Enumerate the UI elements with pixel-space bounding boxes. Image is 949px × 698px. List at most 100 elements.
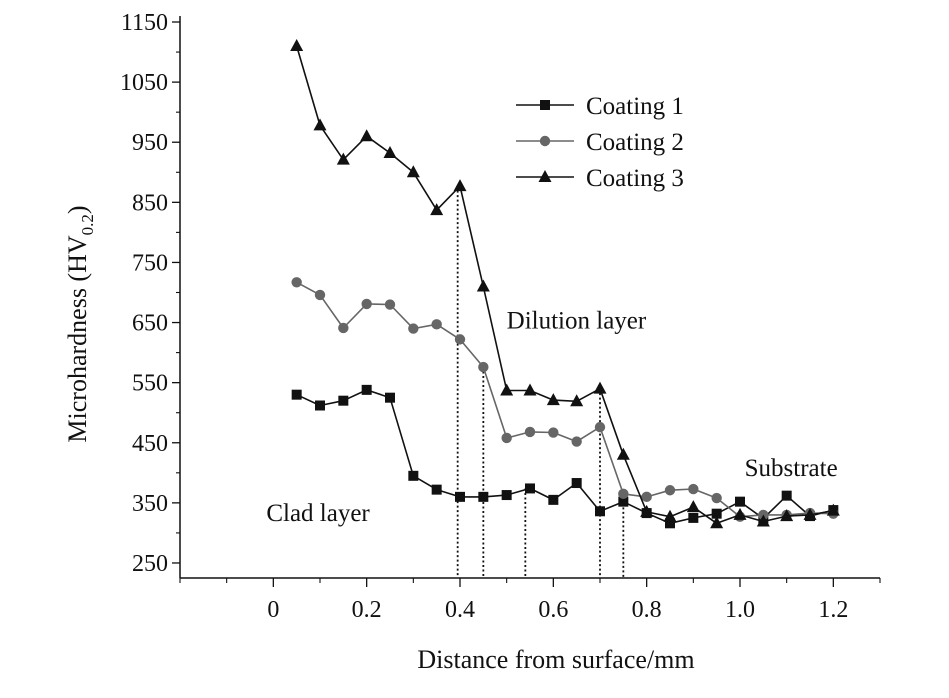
data-point xyxy=(478,491,489,502)
data-point xyxy=(430,203,444,216)
data-point xyxy=(593,381,607,394)
data-point xyxy=(688,512,699,523)
series-line xyxy=(295,45,834,525)
data-point xyxy=(546,393,560,406)
data-point xyxy=(361,298,372,310)
data-point xyxy=(336,152,350,165)
data-point xyxy=(315,400,325,411)
data-point xyxy=(476,279,490,292)
legend-item: Coating 2 xyxy=(516,129,684,156)
data-point xyxy=(384,299,396,310)
x-tick-label: 0.6 xyxy=(538,597,568,623)
data-point xyxy=(664,485,676,496)
annotation-label: Dilution layer xyxy=(507,308,647,335)
data-point xyxy=(618,496,629,507)
annotation-label: Substrate xyxy=(745,455,838,482)
data-point xyxy=(641,491,652,503)
data-point xyxy=(385,392,395,403)
x-tick-label: 0.4 xyxy=(445,597,475,623)
y-tick-label: 250 xyxy=(132,551,168,577)
data-point xyxy=(663,509,677,522)
data-point xyxy=(290,39,304,52)
data-point xyxy=(383,146,397,159)
data-point xyxy=(711,492,722,504)
data-point xyxy=(826,503,840,516)
data-point xyxy=(314,289,326,301)
x-tick-label: 0 xyxy=(267,597,279,623)
data-point xyxy=(478,361,489,373)
y-tick-label: 450 xyxy=(132,431,168,457)
y-axis-title-sub: 0.2 xyxy=(78,214,97,235)
data-point xyxy=(571,478,582,489)
data-point xyxy=(360,129,374,142)
data-point xyxy=(595,506,605,517)
y-tick-label: 750 xyxy=(132,250,168,276)
legend-item: Coating 3 xyxy=(516,165,684,192)
annotations: Dilution layer Clad layer Substrate xyxy=(266,308,837,527)
y-tick-label: 850 xyxy=(132,190,168,216)
data-point xyxy=(453,179,467,192)
legend-label: Coating 2 xyxy=(586,129,684,156)
axes: 250 350 450 550 650 750 850 950 1050 1150 0 0.2 0.4 0… xyxy=(120,10,881,623)
data-point xyxy=(408,323,419,334)
data-point xyxy=(501,432,512,444)
y-tick-label: 1050 xyxy=(120,70,168,96)
data-point xyxy=(711,508,722,519)
legend-label: Coating 1 xyxy=(586,93,684,120)
legend-marker xyxy=(539,135,551,147)
y-tick-label: 1150 xyxy=(121,10,168,36)
data-point xyxy=(688,483,699,495)
data-point xyxy=(501,490,512,501)
x-tick-label: 0.2 xyxy=(352,597,382,623)
data-point xyxy=(406,165,420,178)
data-point xyxy=(781,490,792,501)
data-point xyxy=(431,484,442,495)
legend-marker xyxy=(538,170,552,182)
data-point xyxy=(756,514,770,527)
x-tick-label: 1.0 xyxy=(725,597,755,623)
dotted-guide-lines xyxy=(456,186,625,578)
y-axis-title-close: ) xyxy=(63,205,92,214)
data-point xyxy=(361,384,372,395)
y-tick-label: 650 xyxy=(132,311,168,337)
legend-label: Coating 3 xyxy=(586,165,684,192)
data-point xyxy=(500,383,514,396)
data-point xyxy=(454,334,466,345)
annotation-label: Clad layer xyxy=(266,500,370,527)
data-point xyxy=(686,500,700,513)
data-point xyxy=(640,504,654,517)
x-tick-label: 1.2 xyxy=(818,597,848,623)
y-tick-label: 350 xyxy=(132,491,168,517)
data-point xyxy=(571,436,582,447)
data-point xyxy=(523,383,537,396)
data-point xyxy=(803,507,817,520)
y-tick-label: 950 xyxy=(132,130,168,156)
series-3 xyxy=(290,39,840,529)
data-point xyxy=(313,118,327,131)
legend-item: Coating 1 xyxy=(516,93,684,120)
data-point xyxy=(735,496,745,507)
data-point xyxy=(408,470,419,481)
data-point xyxy=(570,394,584,407)
y-tick-label: 550 xyxy=(132,371,168,397)
data-point xyxy=(780,509,794,522)
data-point xyxy=(455,491,465,502)
data-point xyxy=(548,427,559,438)
data-point xyxy=(710,516,724,529)
data-point xyxy=(338,395,349,406)
x-axis-title: Distance from surface/mm xyxy=(417,645,694,674)
legend: Coating 1 Coating 2 Coating 3 xyxy=(516,93,684,192)
data-point xyxy=(618,488,629,500)
data-point xyxy=(338,322,349,334)
x-tick-label: 0.8 xyxy=(632,597,662,623)
data-point xyxy=(524,426,536,438)
data-point xyxy=(525,483,535,494)
legend-marker xyxy=(540,100,550,110)
data-point xyxy=(665,518,675,529)
data-point xyxy=(616,447,630,460)
y-axis-title: Microhardness (HV0.2) xyxy=(63,205,97,442)
data-point xyxy=(594,421,606,433)
data-point xyxy=(548,494,559,505)
data-point xyxy=(291,389,302,400)
